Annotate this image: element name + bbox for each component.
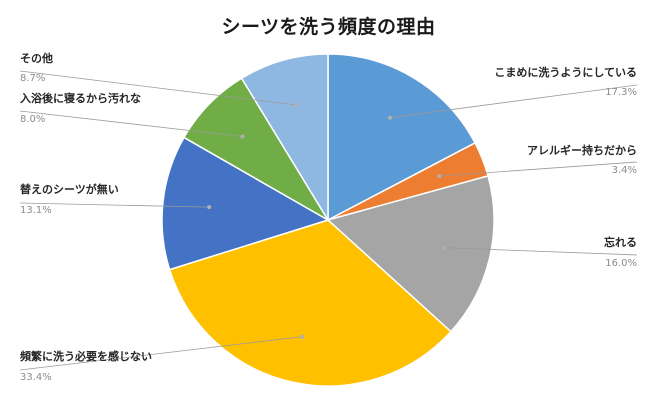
pie-slice-3 xyxy=(326,174,495,333)
leader-line-4 xyxy=(19,336,303,371)
leader-dot-4 xyxy=(300,334,305,339)
leader-line-7 xyxy=(19,70,296,106)
pie-slice-5 xyxy=(161,136,330,271)
leader-dot-7 xyxy=(293,102,298,107)
slice-value-4: 33.4% xyxy=(20,372,52,383)
chart-title: シーツを洗う頻度の理由 xyxy=(221,16,436,38)
slice-label-2: アレルギー持ちだから xyxy=(527,143,637,157)
slice-value-2: 3.4% xyxy=(612,165,637,176)
leader-line-3 xyxy=(444,247,638,256)
slice-value-1: 17.3% xyxy=(605,87,637,98)
slice-value-6: 8.0% xyxy=(20,114,45,125)
leader-dot-1 xyxy=(387,115,392,120)
leader-dot-2 xyxy=(437,174,442,179)
slice-value-5: 13.1% xyxy=(20,205,52,216)
slice-label-5: 替えのシーツが無い xyxy=(20,182,119,196)
slice-label-7: その他 xyxy=(20,51,53,65)
leader-dot-6 xyxy=(240,134,245,139)
slice-label-6: 入浴後に寝るから汚れな xyxy=(20,91,141,105)
leader-line-5 xyxy=(19,202,210,208)
leader-line-1 xyxy=(389,84,638,119)
pie-slice-4 xyxy=(168,219,452,387)
pie-slice-7 xyxy=(240,53,329,223)
leader-dot-5 xyxy=(207,205,212,210)
slice-value-7: 8.7% xyxy=(20,73,45,84)
slice-label-1: こまめに洗うようにしている xyxy=(494,65,637,79)
slice-value-3: 16.0% xyxy=(605,258,637,269)
pie-slice-1 xyxy=(327,53,477,222)
leader-line-6 xyxy=(19,110,243,137)
slice-label-4: 頻繁に洗う必要を感じない xyxy=(20,349,152,363)
leader-line-2 xyxy=(439,161,638,177)
slice-label-3: 忘れる xyxy=(604,235,637,249)
leader-dot-3 xyxy=(442,245,447,250)
